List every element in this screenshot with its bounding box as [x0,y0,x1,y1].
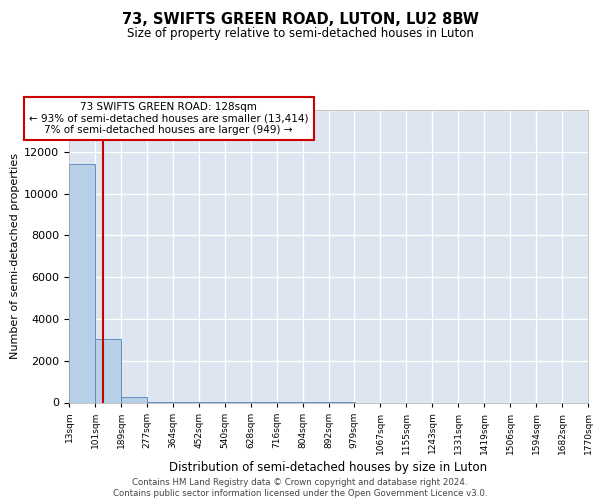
Y-axis label: Number of semi-detached properties: Number of semi-detached properties [10,153,20,359]
Text: 73, SWIFTS GREEN ROAD, LUTON, LU2 8BW: 73, SWIFTS GREEN ROAD, LUTON, LU2 8BW [122,12,478,28]
Text: Size of property relative to semi-detached houses in Luton: Size of property relative to semi-detach… [127,28,473,40]
Bar [121,398,147,402]
X-axis label: Distribution of semi-detached houses by size in Luton: Distribution of semi-detached houses by … [169,460,488,473]
Bar [69,164,95,402]
Text: 73 SWIFTS GREEN ROAD: 128sqm
← 93% of semi-detached houses are smaller (13,414)
: 73 SWIFTS GREEN ROAD: 128sqm ← 93% of se… [29,102,308,135]
Bar [95,339,121,402]
Text: Contains HM Land Registry data © Crown copyright and database right 2024.
Contai: Contains HM Land Registry data © Crown c… [113,478,487,498]
